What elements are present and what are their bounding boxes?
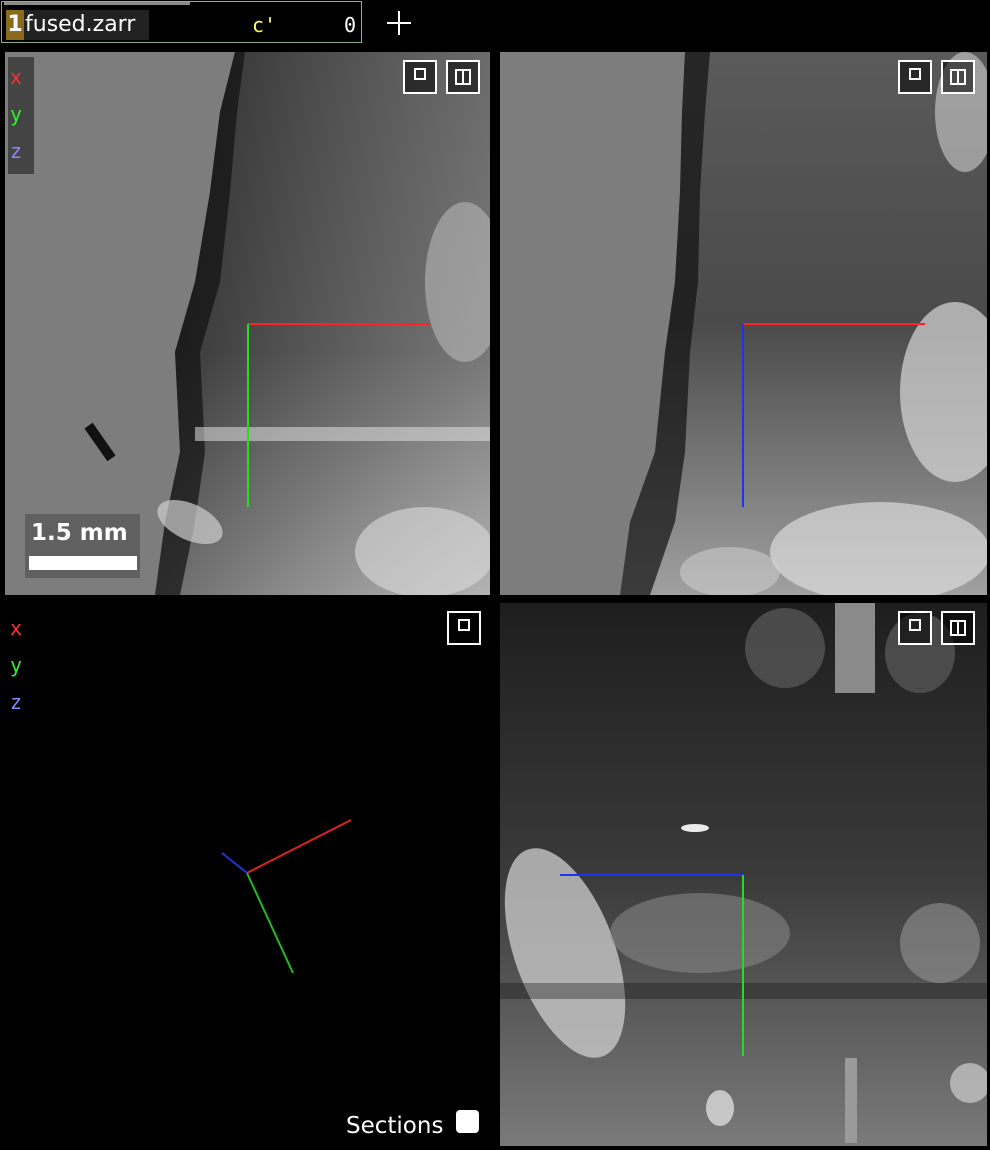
viewer-panel-yz[interactable] — [500, 603, 987, 1146]
sections-checkbox[interactable] — [456, 1110, 479, 1133]
viewer-panel-xz[interactable] — [500, 52, 987, 595]
maximize-icon[interactable] — [447, 611, 481, 645]
axis-legend: x y z — [8, 57, 34, 174]
split-layout-icon[interactable] — [941, 611, 975, 645]
loading-progress-bar — [4, 2, 190, 5]
layer-name[interactable]: fused.zarr — [24, 10, 149, 40]
viewer-panel-3d[interactable]: x y z Sections — [0, 603, 493, 1150]
axis-label-y: y — [10, 102, 23, 126]
microscopy-image-yz — [500, 603, 987, 1146]
maximize-icon[interactable] — [898, 611, 932, 645]
sections-label: Sections — [346, 1113, 444, 1139]
viewer-panel-xy[interactable]: x y z 1.5 mm — [5, 52, 490, 595]
split-layout-icon[interactable] — [446, 60, 480, 94]
axis-label-y: y — [10, 653, 23, 677]
layer-index: 1 — [6, 10, 24, 40]
axis-label-z: z — [10, 690, 23, 714]
plus-icon[interactable] — [382, 6, 416, 40]
maximize-icon[interactable] — [898, 60, 932, 94]
scale-bar-label: 1.5 mm — [31, 520, 128, 546]
axis-legend: x y z — [8, 608, 34, 725]
microscopy-image-xz — [620, 52, 987, 595]
layer-dimension-label: c' — [252, 13, 277, 37]
layer-bar: 1 fused.zarr c' 0 — [0, 0, 990, 46]
split-layout-icon[interactable] — [941, 60, 975, 94]
maximize-icon[interactable] — [403, 60, 437, 94]
layer-dimension-value[interactable]: 0 — [343, 13, 356, 37]
microscopy-image-xy — [84, 52, 490, 595]
orientation-axes-3d — [221, 819, 352, 974]
scale-bar-line — [29, 556, 137, 570]
axis-label-x: x — [10, 65, 23, 89]
axis-label-z: z — [10, 139, 23, 163]
scale-bar: 1.5 mm — [25, 514, 140, 578]
layer-tab[interactable]: 1 fused.zarr c' 0 — [1, 1, 362, 43]
axis-label-x: x — [10, 616, 23, 640]
